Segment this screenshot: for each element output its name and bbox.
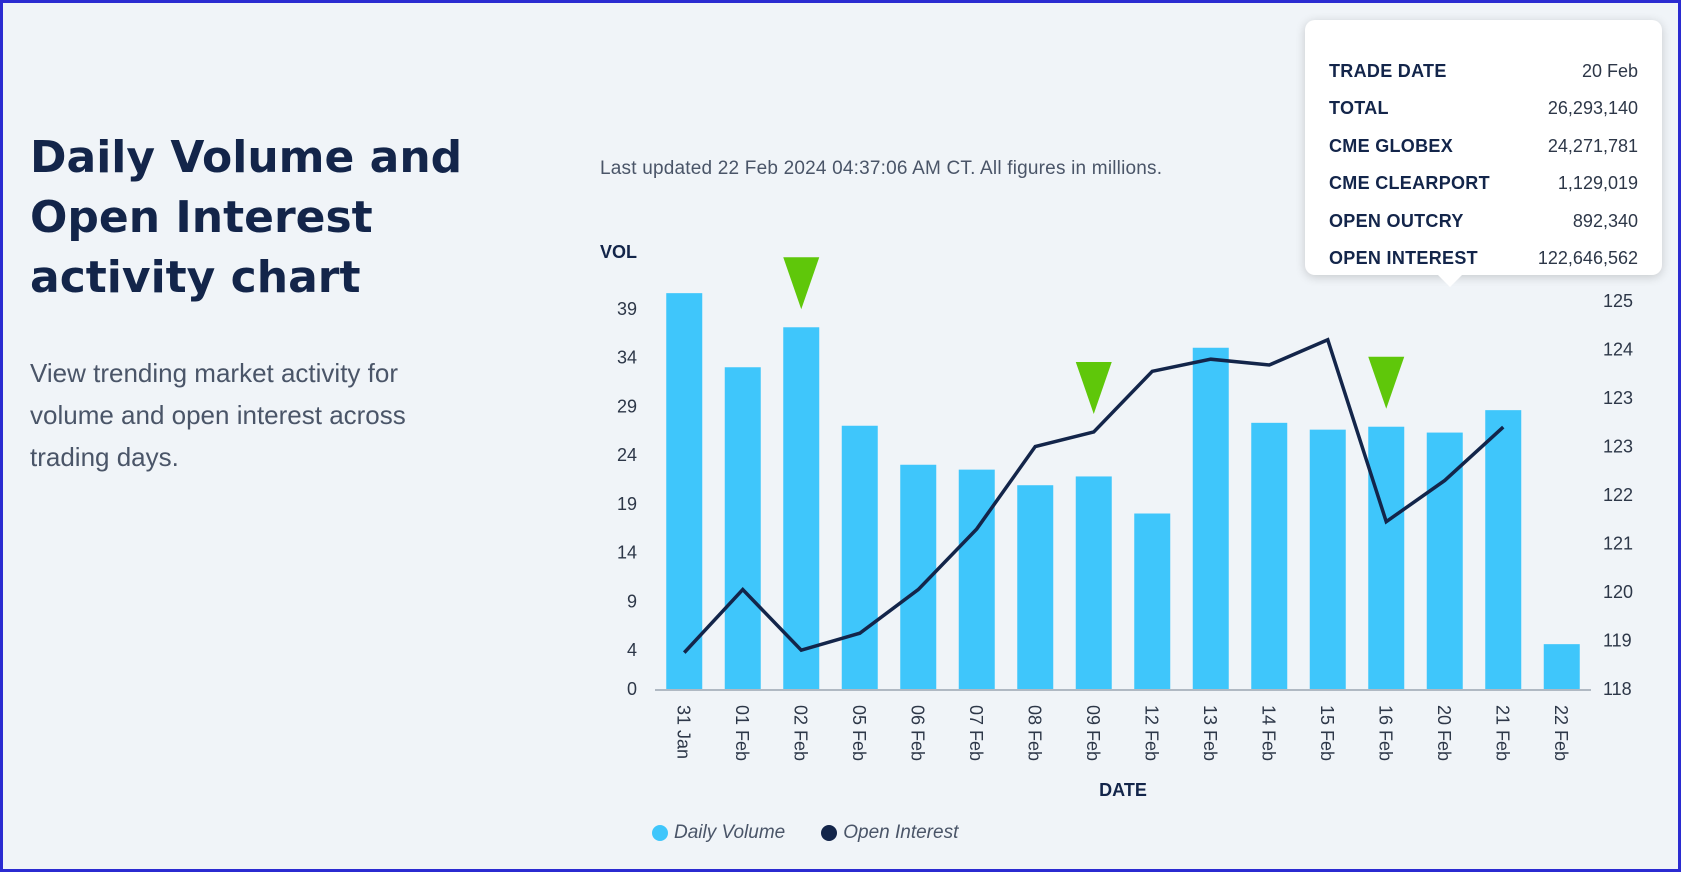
tooltip-value: 122,646,562 — [1537, 248, 1638, 268]
y-tick-left: 14 — [617, 543, 637, 563]
tooltip-label: OPEN INTEREST — [1329, 248, 1478, 268]
volume-bar — [1075, 476, 1112, 689]
tooltip-row-clearport: CME CLEARPORT 1,129,019 — [1329, 165, 1638, 202]
volume-bar — [1251, 422, 1288, 689]
x-tick-label: 15 Feb — [1317, 705, 1337, 761]
last-updated-text: Last updated 22 Feb 2024 04:37:06 AM CT.… — [600, 158, 1163, 179]
volume-bar — [1017, 485, 1054, 689]
intro-panel: Daily Volume and Open Interest activity … — [30, 128, 500, 478]
x-tick-label: 02 Feb — [790, 705, 810, 761]
event-marker — [1368, 356, 1405, 409]
tooltip-row-globex: CME GLOBEX 24,271,781 — [1329, 128, 1638, 165]
legend-dot-oi — [821, 825, 838, 841]
y-tick-left: 4 — [627, 640, 637, 660]
y-tick-right: 123 — [1603, 437, 1633, 457]
x-tick-label: 08 Feb — [1024, 705, 1044, 761]
y-tick-left: 29 — [617, 396, 637, 416]
x-tick-label: 07 Feb — [966, 705, 986, 761]
tooltip-label: CME CLEARPORT — [1329, 173, 1490, 193]
tooltip-value: 26,293,140 — [1547, 98, 1638, 118]
volume-bar — [1426, 432, 1463, 689]
volume-bar — [724, 367, 761, 689]
x-tick-label: 16 Feb — [1375, 705, 1395, 761]
legend-dot-volume — [652, 825, 668, 841]
tooltip-row-total: TOTAL 26,293,140 — [1329, 90, 1638, 127]
y-tick-left: 24 — [617, 445, 637, 465]
volume-bar — [1134, 513, 1171, 689]
legend-label-oi: Open Interest — [843, 822, 959, 843]
chart-legend: Daily Volume Open Interest — [652, 822, 958, 844]
y-tick-left: 9 — [627, 591, 637, 611]
y-tick-left: 0 — [627, 679, 637, 699]
y-tick-right: 120 — [1603, 582, 1633, 602]
y-tick-right: 118 — [1603, 679, 1632, 699]
volume-bar — [1192, 347, 1229, 689]
open-interest-line — [682, 337, 1505, 654]
tooltip-row-trade-date: TRADE DATE 20 Feb — [1329, 53, 1638, 90]
tooltip-value: 20 Feb — [1581, 61, 1638, 81]
y-axis-title-left: VOL — [600, 242, 637, 262]
x-tick-label: 21 Feb — [1492, 705, 1512, 761]
tooltip-value: 1,129,019 — [1557, 173, 1638, 193]
trade-tooltip: TRADE DATE 20 Feb TOTAL 26,293,140 CME G… — [1305, 20, 1662, 287]
legend-item-volume[interactable]: Daily Volume — [652, 822, 785, 844]
x-tick-label: 13 Feb — [1200, 705, 1220, 761]
y-tick-right: 125 — [1603, 291, 1633, 311]
y-tick-right: 119 — [1603, 631, 1632, 651]
y-tick-right: 121 — [1603, 534, 1633, 554]
event-marker — [1075, 361, 1112, 414]
x-tick-label: 09 Feb — [1083, 705, 1103, 761]
page-description: View trending market activity for volume… — [30, 358, 406, 472]
volume-bar — [1485, 410, 1522, 689]
x-tick-label: 06 Feb — [907, 705, 927, 761]
tooltip-row-open-interest: OPEN INTEREST 122,646,562 — [1329, 240, 1638, 277]
y-tick-right: 122 — [1603, 485, 1633, 505]
x-tick-label: 31 Jan — [673, 705, 693, 759]
volume-bar — [1543, 644, 1580, 689]
volume-bar — [666, 293, 703, 689]
legend-item-oi[interactable]: Open Interest — [821, 822, 958, 844]
x-tick-label: 22 Feb — [1551, 705, 1571, 761]
y-tick-left: 39 — [617, 299, 637, 319]
page-title: Daily Volume and Open Interest activity … — [30, 132, 463, 303]
volume-bar — [841, 425, 878, 689]
tooltip-label: OPEN OUTCRY — [1329, 211, 1464, 231]
tooltip-value: 24,271,781 — [1547, 136, 1638, 156]
y-tick-right: 123 — [1603, 388, 1633, 408]
x-tick-label: 05 Feb — [849, 705, 869, 761]
x-tick-label: 20 Feb — [1434, 705, 1454, 761]
x-tick-label: 12 Feb — [1141, 705, 1161, 761]
volume-bar — [783, 327, 820, 689]
volume-bar — [958, 469, 995, 689]
tooltip-label: TOTAL — [1329, 98, 1389, 118]
tooltip-row-open-outcry: OPEN OUTCRY 892,340 — [1329, 203, 1638, 240]
tooltip-label: CME GLOBEX — [1329, 136, 1454, 156]
tooltip-arrow — [1438, 275, 1462, 287]
y-tick-left: 19 — [617, 494, 637, 514]
x-axis-title: DATE — [1099, 780, 1147, 800]
volume-bar — [1309, 429, 1346, 689]
legend-label-volume: Daily Volume — [674, 822, 786, 843]
volume-bar — [1368, 426, 1405, 689]
tooltip-label: TRADE DATE — [1329, 61, 1447, 81]
x-tick-label: 14 Feb — [1258, 705, 1278, 761]
y-tick-right: 124 — [1603, 340, 1633, 360]
y-tick-left: 34 — [617, 348, 637, 368]
event-marker — [783, 257, 820, 310]
x-tick-label: 01 Feb — [732, 705, 752, 761]
tooltip-value: 892,340 — [1572, 211, 1638, 231]
